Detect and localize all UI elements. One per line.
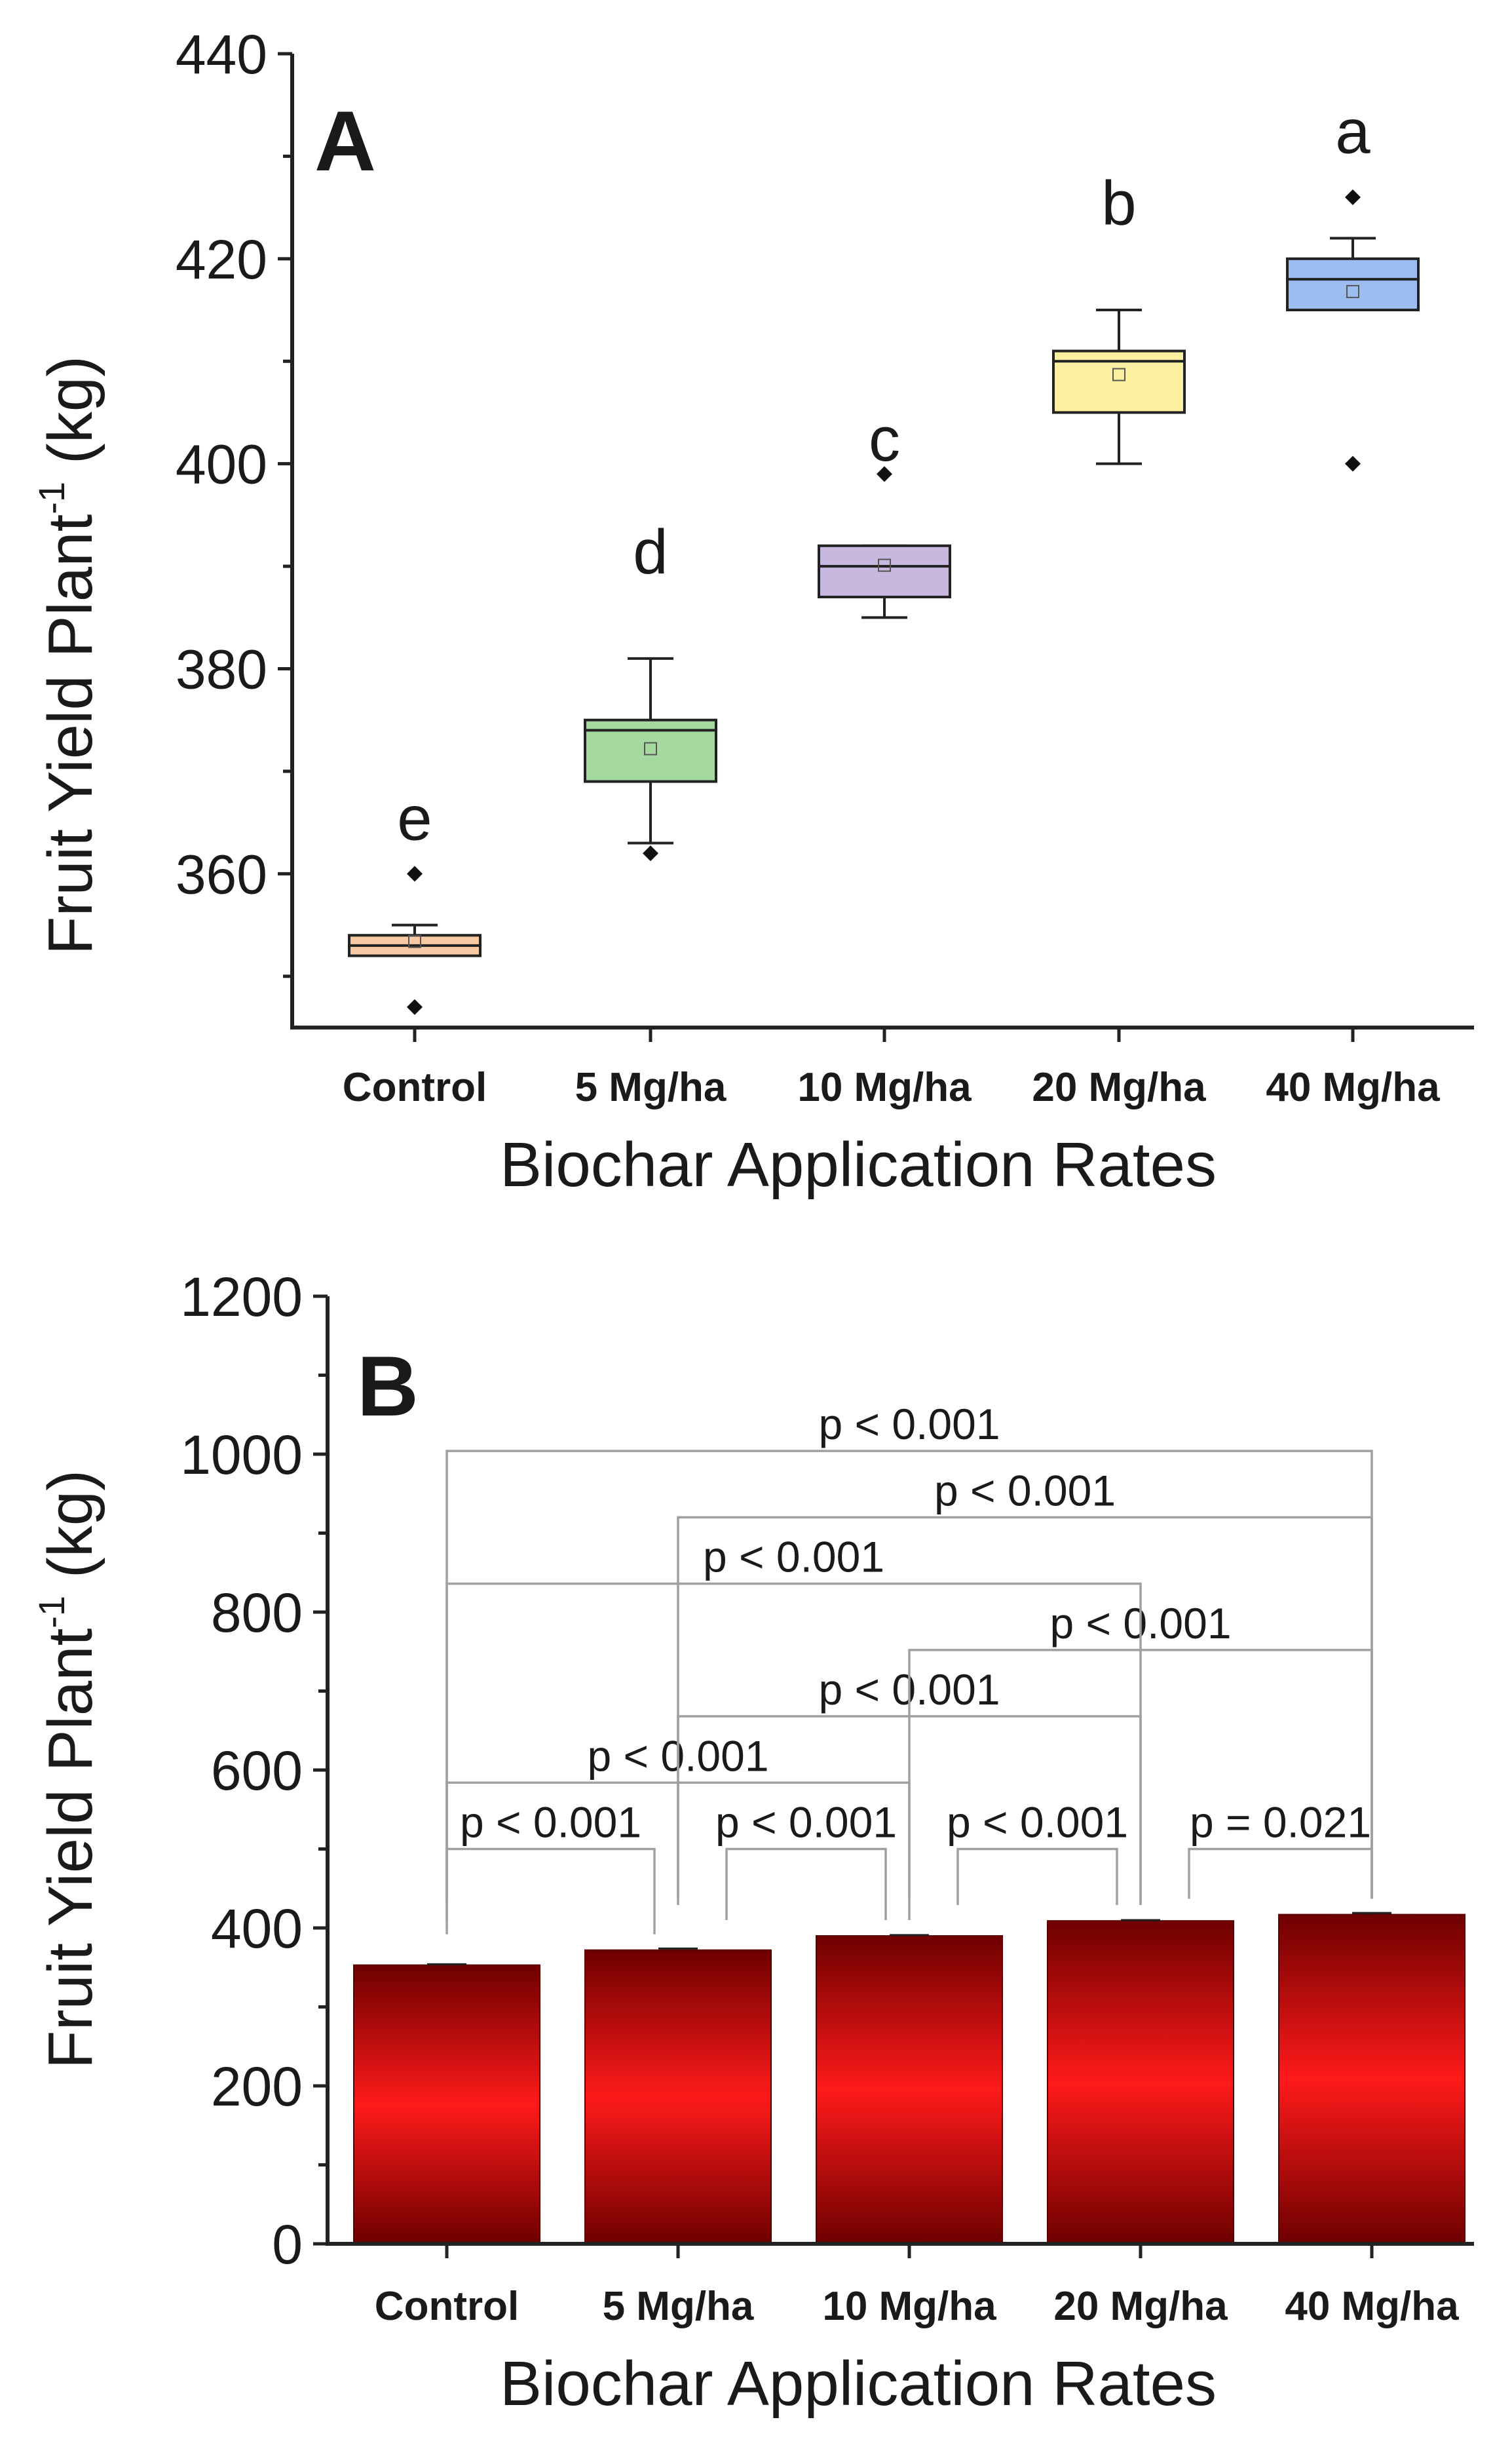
x-tick-label: 20 Mg/ha xyxy=(1053,2284,1228,2329)
y-tick-label: 200 xyxy=(211,2056,303,2117)
p-value-label: p < 0.001 xyxy=(818,1400,1000,1448)
comparison-bracket-4: p = 0.021 xyxy=(1188,1798,1373,1899)
x-tick-label: 5 Mg/ha xyxy=(603,2284,754,2329)
mean-marker xyxy=(1346,284,1359,298)
bracket-line xyxy=(445,1582,1142,1906)
outlier-point xyxy=(407,866,423,882)
significance-letter: b xyxy=(1101,168,1136,239)
x-tick-label: 40 Mg/ha xyxy=(1266,1065,1440,1110)
significance-letter: d xyxy=(633,517,668,587)
p-value-label: p < 0.001 xyxy=(934,1466,1116,1514)
significance-letter: e xyxy=(397,784,432,854)
bar-3 xyxy=(816,1934,1003,2245)
bar-5 xyxy=(1278,1912,1465,2244)
mean-marker xyxy=(1112,368,1125,381)
mean-marker xyxy=(644,742,657,756)
p-value-label: p = 0.021 xyxy=(1190,1798,1371,1847)
bar-1 xyxy=(353,1963,540,2244)
bar-2 xyxy=(584,1947,772,2244)
bracket-line xyxy=(445,1847,656,1935)
y-tick-label: 600 xyxy=(211,1740,303,1801)
x-tick-label: 10 Mg/ha xyxy=(822,2284,996,2329)
panel-a-letter: A xyxy=(314,93,376,189)
outlier-point xyxy=(407,999,423,1015)
panel-b-comparisons: p < 0.001 p < 0.001 p < 0.001 p = 0.021 p < … xyxy=(445,1400,1373,1935)
box-3: c xyxy=(818,404,951,619)
y-tick-label: 400 xyxy=(176,434,267,495)
panel-b-x-ticks: Control 5 Mg/ha 10 Mg/ha 20 Mg/ha 40 Mg/ha xyxy=(375,2244,1459,2329)
y-tick-label: 0 xyxy=(272,2214,303,2275)
panel-b-y-ticks: 0 200 400 600 800 1000 1200 xyxy=(180,1266,328,2275)
panel-a-x-axis-title: Biochar Application Rates xyxy=(500,1130,1217,1200)
panel-b-bars xyxy=(353,1912,1465,2245)
panel-a-y-ticks: 360 380 400 420 440 xyxy=(176,24,292,978)
bar xyxy=(353,1964,540,2244)
x-tick-label: Control xyxy=(343,1065,487,1110)
p-value-label: p < 0.001 xyxy=(947,1798,1128,1847)
y-tick-label: 380 xyxy=(176,639,267,701)
panel-b-x-axis-title: Biochar Application Rates xyxy=(500,2349,1217,2419)
comparison-bracket-1: p < 0.001 xyxy=(445,1798,656,1935)
bracket-line xyxy=(725,1847,887,1920)
comparison-bracket-10: p < 0.001 xyxy=(445,1400,1373,1899)
comparison-bracket-8: p < 0.001 xyxy=(445,1533,1142,1906)
significance-letter: a xyxy=(1335,97,1370,167)
p-value-label: p < 0.001 xyxy=(715,1798,897,1847)
y-tick-label: 440 xyxy=(176,24,267,85)
y-tick-label: 1000 xyxy=(180,1424,303,1486)
panel-a-box-plot: 360 380 400 420 440 e d c b a Control 5 Mg/ha 10 M… xyxy=(31,24,1474,1200)
y-tick-label: 800 xyxy=(211,1582,303,1644)
panel-b-letter: B xyxy=(357,1338,419,1434)
box-2: d xyxy=(584,517,717,862)
y-tick-label: 420 xyxy=(176,229,267,290)
bar xyxy=(816,1935,1003,2245)
bar xyxy=(584,1949,772,2244)
panel-b-y-axis-title: Fruit Yield Plant-1 (kg) xyxy=(31,1470,105,2069)
outlier-point xyxy=(1345,455,1361,472)
panel-a-y-axis-title: Fruit Yield Plant-1 (kg) xyxy=(31,356,105,955)
outlier-point xyxy=(643,845,658,862)
outlier-point xyxy=(877,466,892,482)
iqr-box xyxy=(1286,257,1420,312)
box-4: b xyxy=(1052,168,1186,465)
mean-marker xyxy=(878,558,891,572)
x-tick-label: Control xyxy=(375,2284,519,2329)
x-tick-label: 40 Mg/ha xyxy=(1285,2284,1459,2329)
x-tick-label: 5 Mg/ha xyxy=(575,1065,727,1110)
comparison-bracket-3: p < 0.001 xyxy=(947,1798,1128,1906)
x-tick-label: 10 Mg/ha xyxy=(797,1065,972,1110)
bar xyxy=(1278,1914,1465,2244)
bar xyxy=(1047,1920,1234,2245)
p-value-label: p < 0.001 xyxy=(460,1798,641,1847)
x-tick-label: 20 Mg/ha xyxy=(1032,1065,1206,1110)
p-value-label: p < 0.001 xyxy=(703,1533,884,1581)
panel-a-boxes: e d c b a xyxy=(348,97,1420,1015)
box-1: e xyxy=(348,784,482,1015)
y-tick-label: 1200 xyxy=(180,1266,303,1328)
outlier-point xyxy=(1345,189,1361,205)
bracket-line xyxy=(1188,1847,1373,1899)
bracket-line xyxy=(445,1450,1373,1899)
y-tick-label: 400 xyxy=(211,1898,303,1959)
y-tick-label: 360 xyxy=(176,843,267,905)
bar-4 xyxy=(1047,1919,1234,2245)
significance-letter: c xyxy=(869,404,900,474)
box-5: a xyxy=(1286,97,1420,472)
bracket-line xyxy=(956,1847,1118,1906)
comparison-bracket-2: p < 0.001 xyxy=(715,1798,897,1920)
mean-marker xyxy=(408,934,421,948)
panel-a-x-ticks: Control 5 Mg/ha 10 Mg/ha 20 Mg/ha 40 Mg/ha xyxy=(343,1028,1440,1110)
